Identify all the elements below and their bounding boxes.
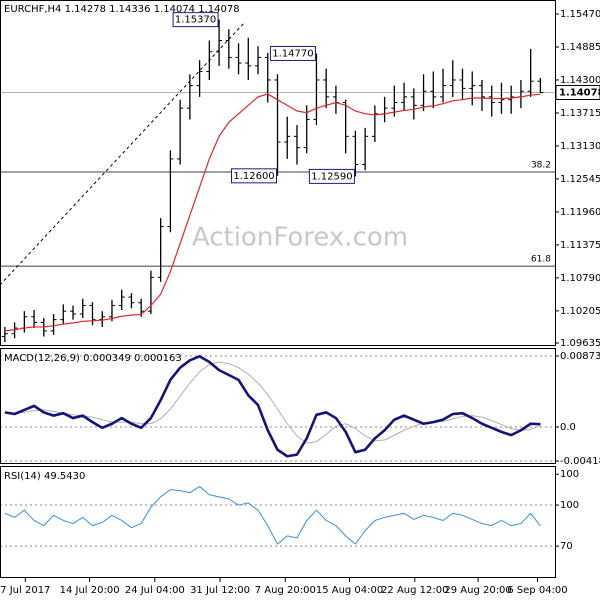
macd-panel [0,348,556,464]
y-tick-label: 100 [560,469,579,480]
price-header: EURCHF,H4 1.14278 1.14336 1.14074 1.1407… [4,4,240,15]
y-tick-label: 100 [560,500,579,511]
open: 1.14278 [65,4,106,15]
x-tick-label: 7 Jul 2017 [0,585,50,596]
signal-last: 0.000163 [134,353,182,364]
y-tick-label: 1.14885 [560,42,600,53]
y-tick-label: 0.008732 [560,351,600,362]
marks: 38.2 61.8 1.15370 1.14770 1.12600 1.12590 [0,12,559,582]
macd-line [4,354,541,458]
annotation-label: 1.14770 [272,48,313,59]
signal-line [4,361,541,444]
price-panel [0,0,556,346]
y-tick-label: 0.0 [560,422,576,433]
y-tick-label: 1.15470 [560,9,600,20]
y-tick-label: 70 [560,541,573,552]
high: 1.14336 [109,4,150,15]
level-label: 38.2 [531,160,551,170]
macd-last: 0.000349 [83,353,131,364]
x-tick-label: 7 Aug 20:00 [255,585,316,596]
y-tick-label: 1.14300 [560,75,600,86]
annotation-box [231,168,277,184]
rsi-title: RSI(14) [4,471,41,482]
y-tick-label: 1.11960 [560,207,600,218]
y-tick-label: 1.10205 [560,306,600,317]
low: 1.14074 [154,4,195,15]
annotation-label: 1.12590 [311,171,352,182]
annotation-box [172,12,219,28]
y-tick-label: 1.09635 [560,338,600,349]
y-tick-label: -0.004184 [560,456,600,467]
rsi-panel [0,466,556,578]
y-tick-label: 1.10790 [560,273,600,284]
watermark: ActionForex.com [192,223,408,253]
x-tick-label: 15 Aug 04:00 [316,585,383,596]
level-label: 61.8 [531,255,551,265]
annotation-label: 1.12600 [233,171,274,182]
macd-title: MACD(12,26,9) [4,353,80,364]
y-tick-label: 1.11375 [560,240,600,251]
rsi-last: 49.5430 [44,471,85,482]
x-tick-label: 14 Jul 20:00 [60,585,120,596]
x-tick-label: 22 Aug 12:00 [381,585,448,596]
y-tick-label: 1.13130 [560,141,600,152]
price-box [555,84,600,100]
annotation-label: 1.15370 [175,15,216,26]
symbol: EURCHF,H4 [4,4,61,15]
x-tick-label: 24 Jul 04:00 [125,585,185,596]
rsi-line [4,486,541,545]
x-tick-label: 31 Jul 12:00 [190,585,250,596]
x-tick-label: 6 Sep 04:00 [507,585,567,596]
price-box-label: 1.14078 [559,87,600,98]
close: 1.14078 [198,4,239,15]
annotation-box [269,45,316,61]
x-tick-label: 29 Aug 20:00 [444,585,511,596]
annotation-box [308,168,355,184]
macd-header: MACD(12,26,9) 0.000349 0.000163 [4,353,182,364]
ema-line [4,93,541,332]
y-tick-label: 1.13715 [560,108,600,119]
y-tick-label: 1.12545 [560,174,600,185]
rsi-header: RSI(14) 49.5430 [4,471,85,482]
